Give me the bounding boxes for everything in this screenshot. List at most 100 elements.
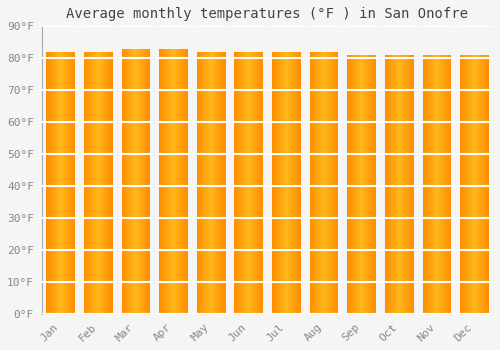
Bar — [180, 49, 181, 314]
Bar — [361, 55, 362, 314]
Bar — [440, 55, 441, 314]
Bar — [47, 52, 48, 314]
Bar — [469, 55, 470, 314]
Bar — [487, 55, 488, 314]
Bar — [334, 52, 335, 314]
Bar — [215, 52, 216, 314]
Bar — [239, 52, 240, 314]
Bar — [47, 52, 48, 314]
Bar — [427, 55, 428, 314]
Bar — [368, 55, 369, 314]
Bar — [146, 49, 147, 314]
Bar — [481, 55, 482, 314]
Bar — [297, 52, 298, 314]
Bar — [352, 55, 353, 314]
Bar — [206, 52, 207, 314]
Bar — [367, 55, 368, 314]
Bar — [144, 49, 145, 314]
Bar — [393, 55, 394, 314]
Bar — [106, 52, 107, 314]
Bar — [385, 55, 386, 314]
Bar — [278, 52, 279, 314]
Bar — [476, 55, 477, 314]
Bar — [133, 49, 134, 314]
Bar — [173, 49, 174, 314]
Bar — [236, 52, 237, 314]
Bar — [475, 55, 476, 314]
Bar — [435, 55, 436, 314]
Bar — [170, 49, 171, 314]
Bar — [211, 52, 212, 314]
Bar — [258, 52, 259, 314]
Bar — [460, 55, 461, 314]
Bar — [69, 52, 70, 314]
Bar — [395, 55, 396, 314]
Bar — [474, 55, 475, 314]
Bar — [337, 52, 338, 314]
Bar — [139, 49, 140, 314]
Bar — [55, 52, 56, 314]
Bar — [111, 52, 112, 314]
Bar — [92, 52, 93, 314]
Bar — [480, 55, 481, 314]
Bar — [183, 49, 184, 314]
Bar — [89, 52, 90, 314]
Bar — [164, 49, 165, 314]
Bar — [431, 55, 432, 314]
Bar — [350, 55, 351, 314]
Bar — [91, 52, 92, 314]
Bar — [221, 52, 222, 314]
Bar — [57, 52, 58, 314]
Bar — [261, 52, 262, 314]
Bar — [59, 52, 60, 314]
Bar — [204, 52, 205, 314]
Bar — [107, 52, 108, 314]
Bar — [387, 55, 388, 314]
Bar — [411, 55, 412, 314]
Bar — [473, 55, 474, 314]
Bar — [172, 49, 173, 314]
Bar — [245, 52, 246, 314]
Bar — [67, 52, 68, 314]
Bar — [288, 52, 289, 314]
Bar — [186, 49, 187, 314]
Bar — [409, 55, 410, 314]
Bar — [85, 52, 86, 314]
Bar — [349, 55, 350, 314]
Bar — [468, 55, 469, 314]
Bar — [104, 52, 105, 314]
Bar — [471, 55, 472, 314]
Bar — [293, 52, 294, 314]
Bar — [66, 52, 67, 314]
Bar — [96, 52, 97, 314]
Bar — [244, 52, 245, 314]
Bar — [370, 55, 371, 314]
Bar — [295, 52, 296, 314]
Bar — [50, 52, 51, 314]
Bar — [218, 52, 219, 314]
Bar — [397, 55, 398, 314]
Bar — [168, 49, 170, 314]
Bar — [442, 55, 443, 314]
Bar — [313, 52, 314, 314]
Bar — [480, 55, 481, 314]
Bar — [440, 55, 441, 314]
Bar — [317, 52, 318, 314]
Bar — [296, 52, 297, 314]
Bar — [145, 49, 146, 314]
Bar — [58, 52, 59, 314]
Bar — [429, 55, 430, 314]
Bar — [282, 52, 283, 314]
Bar — [235, 52, 236, 314]
Bar — [289, 52, 290, 314]
Bar — [159, 49, 160, 314]
Bar — [311, 52, 312, 314]
Bar — [224, 52, 225, 314]
Bar — [410, 55, 412, 314]
Bar — [467, 55, 468, 314]
Bar — [88, 52, 89, 314]
Bar — [222, 52, 223, 314]
Bar — [198, 52, 199, 314]
Bar — [443, 55, 444, 314]
Bar — [448, 55, 449, 314]
